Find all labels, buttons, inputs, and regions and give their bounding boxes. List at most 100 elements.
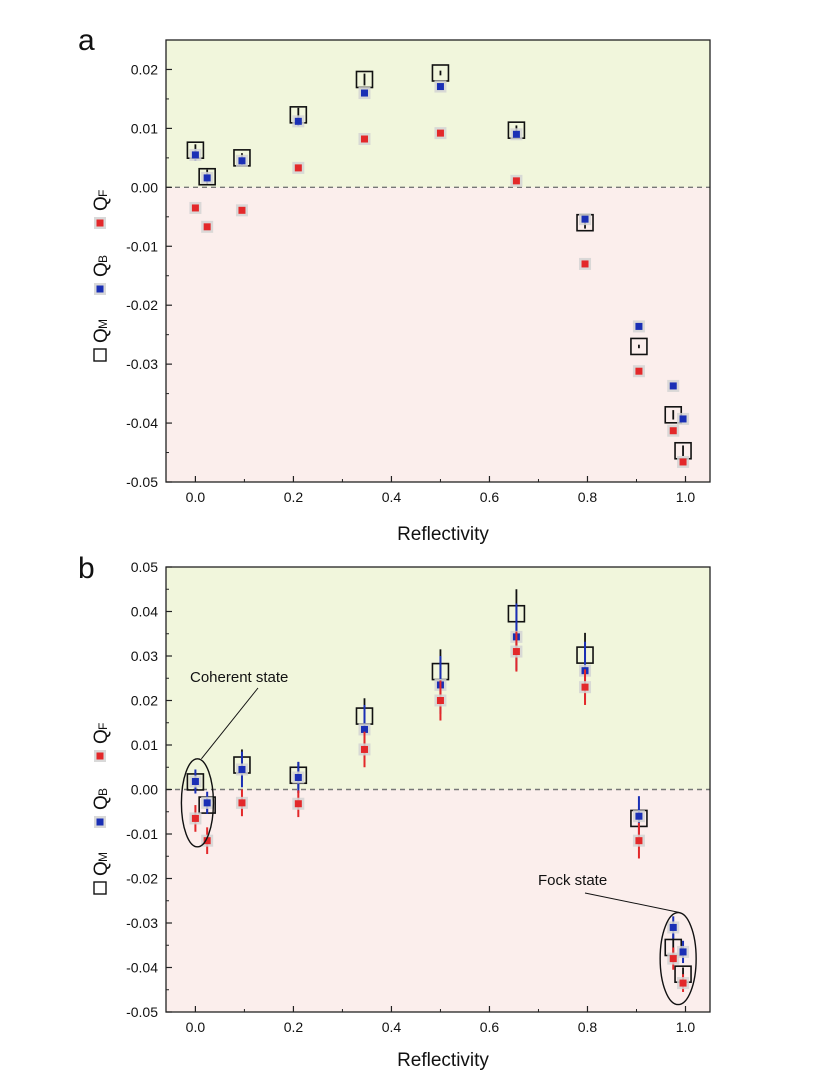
negative-region	[166, 187, 710, 483]
point-qf	[238, 799, 246, 807]
legend-filled-square-icon	[96, 219, 104, 227]
point-qb	[669, 923, 677, 931]
point-qb	[191, 151, 199, 159]
point-qb	[679, 415, 687, 423]
point-qf	[191, 814, 199, 822]
point-qb	[294, 773, 302, 781]
point-qf	[679, 979, 687, 987]
point-qf	[635, 367, 643, 375]
x-tick-label: 0.2	[284, 489, 304, 505]
legend-filled-square-icon	[96, 818, 104, 826]
x-tick-label: 0.0	[186, 1019, 206, 1035]
point-qb	[635, 322, 643, 330]
point-qb	[581, 215, 589, 223]
point-qf	[512, 648, 520, 656]
x-tick-label: 0.6	[480, 489, 500, 505]
y-tick-label: 0.03	[131, 648, 158, 664]
fock-state-label: Fock state	[538, 872, 607, 889]
series-qb	[189, 80, 690, 425]
y-tick-label: -0.05	[126, 474, 158, 490]
point-qf	[635, 837, 643, 845]
point-qf	[294, 800, 302, 808]
point-qm	[630, 337, 648, 356]
x-tick-label: 0.0	[186, 489, 206, 505]
y-tick-label: -0.04	[126, 960, 158, 976]
y-tick-label: 0.01	[131, 120, 158, 136]
point-qf	[669, 427, 677, 435]
point-qf	[679, 458, 687, 466]
x-axis-title: Reflectivity	[397, 1050, 489, 1071]
legend-subscript: B	[96, 788, 110, 796]
panel-letter: a	[78, 24, 95, 57]
legend-subscript: M	[96, 319, 110, 329]
plot-frame	[165, 39, 711, 483]
point-qb	[512, 130, 520, 138]
point-qf	[581, 260, 589, 268]
point-qb	[294, 117, 302, 125]
y-tick-label: -0.04	[126, 415, 158, 431]
legend-subscript: B	[96, 255, 110, 263]
panel-letter: b	[78, 552, 95, 585]
legend-label-qf: Q	[91, 196, 112, 211]
point-qb	[238, 765, 246, 773]
y-tick-label: -0.03	[126, 915, 158, 931]
fock-state-leader	[584, 892, 681, 914]
y-tick-label: 0.01	[131, 737, 158, 753]
point-qf	[436, 129, 444, 137]
point-qf	[191, 204, 199, 212]
point-qf	[203, 223, 211, 231]
point-qf	[436, 697, 444, 704]
point-qb	[635, 812, 643, 820]
point-qf	[203, 837, 211, 845]
y-tick-label: 0.05	[131, 559, 158, 575]
point-qf	[669, 955, 677, 963]
point-qf	[294, 164, 302, 172]
legend-label-qm: Q	[91, 861, 112, 876]
y-tick-label: 0.02	[131, 61, 158, 77]
y-tick-label: 0.02	[131, 693, 158, 709]
y-tick-label: 0.00	[131, 782, 158, 798]
point-qf	[360, 135, 368, 143]
point-qb	[679, 948, 687, 956]
legend-open-square-icon	[93, 881, 107, 895]
x-tick-label: 1.0	[676, 1019, 696, 1035]
series-qf	[189, 631, 690, 992]
legend-label-qb: Q	[91, 262, 112, 277]
legend-subscript: M	[96, 852, 110, 862]
point-qb	[191, 777, 199, 785]
y-tick-label: -0.01	[126, 238, 158, 254]
panel-b: 0.05 0.04 0.03 0.02 0.01 0.00 -0.01 -0.02 -0.03 -…	[78, 552, 711, 1071]
point-qb	[669, 382, 677, 390]
point-qb	[203, 174, 211, 182]
point-qb	[360, 89, 368, 97]
x-tick-label: 0.8	[578, 1019, 598, 1035]
point-qb	[203, 799, 211, 807]
positive-region	[166, 567, 710, 790]
point-qf	[360, 745, 368, 753]
y-tick-label: -0.02	[126, 871, 158, 887]
x-tick-label: 0.2	[284, 1019, 304, 1035]
x-axis-title: Reflectivity	[397, 524, 489, 545]
legend-filled-square-icon	[96, 285, 104, 293]
x-tick-label: 0.6	[480, 1019, 500, 1035]
point-qf	[581, 683, 589, 691]
coherent-state-label: Coherent state	[190, 669, 288, 686]
y-tick-label: -0.05	[126, 1004, 158, 1020]
coherent-state-ellipse	[180, 758, 215, 848]
legend-open-square-icon	[93, 348, 107, 362]
negative-region	[166, 789, 710, 1012]
series-qf	[189, 127, 690, 468]
point-qm	[198, 167, 216, 186]
legend-label-qb: Q	[91, 795, 112, 810]
point-qb	[436, 83, 444, 91]
point-qb	[360, 725, 368, 733]
y-tick-label: -0.02	[126, 297, 158, 313]
legend-label-qm: Q	[91, 328, 112, 343]
y-tick-label: -0.03	[126, 356, 158, 372]
x-tick-label: 0.4	[382, 1019, 402, 1035]
point-qf	[238, 206, 246, 214]
legend-subscript: F	[96, 723, 110, 730]
